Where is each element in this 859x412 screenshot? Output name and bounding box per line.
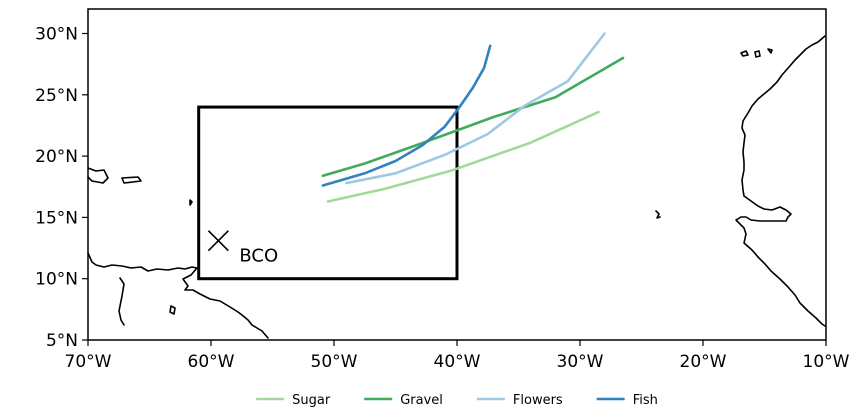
coastline-trinidad xyxy=(169,305,176,315)
track-sugar xyxy=(326,110,600,203)
coastline-caribbean-island-1 xyxy=(121,176,142,184)
site-marker-group: BCO xyxy=(207,230,278,267)
y-tick-label: 15°N xyxy=(35,208,78,228)
legend: Sugar Gravel Flowers Fish xyxy=(256,393,658,408)
x-tick-label: 10°W xyxy=(803,352,850,372)
x-tick-label: 50°W xyxy=(311,352,358,372)
x-tick-label: 30°W xyxy=(557,352,604,372)
track-gravel xyxy=(321,56,625,177)
y-tick-label: 5°N xyxy=(46,331,78,351)
y-tick-label: 25°N xyxy=(35,86,78,106)
coastline-canary-islands xyxy=(740,48,773,58)
coastline-venezuela-inlet xyxy=(118,277,125,326)
y-tick-label: 30°N xyxy=(35,25,78,45)
legend-label-gravel: Gravel xyxy=(400,393,443,408)
coastline-africa xyxy=(735,35,826,327)
y-axis: 5°N 10°N 15°N 20°N 25°N 30°N xyxy=(35,25,88,351)
legend-label-fish: Fish xyxy=(633,393,658,408)
trajectory-layer xyxy=(321,32,625,203)
y-tick-label: 10°N xyxy=(35,270,78,290)
coastline-cape-verde xyxy=(655,210,661,219)
track-fish xyxy=(321,44,492,187)
coastline-caribbean-north xyxy=(87,167,109,184)
x-tick-label: 60°W xyxy=(188,352,235,372)
legend-label-flowers: Flowers xyxy=(513,393,563,408)
x-axis: 70°W 60°W 50°W 40°W 30°W 20°W 10°W xyxy=(65,340,850,372)
x-tick-label: 40°W xyxy=(434,352,481,372)
legend-label-sugar: Sugar xyxy=(292,393,331,408)
y-tick-label: 20°N xyxy=(35,147,78,167)
site-label: BCO xyxy=(239,246,278,267)
coastlines xyxy=(87,35,826,339)
region-box xyxy=(197,105,459,281)
coastline-south-america xyxy=(87,252,269,339)
track-flowers xyxy=(345,32,606,185)
x-tick-label: 70°W xyxy=(65,352,112,372)
coastline-caribbean-island-2 xyxy=(189,199,193,206)
x-tick-label: 20°W xyxy=(680,352,727,372)
site-cross-icon xyxy=(207,230,229,252)
